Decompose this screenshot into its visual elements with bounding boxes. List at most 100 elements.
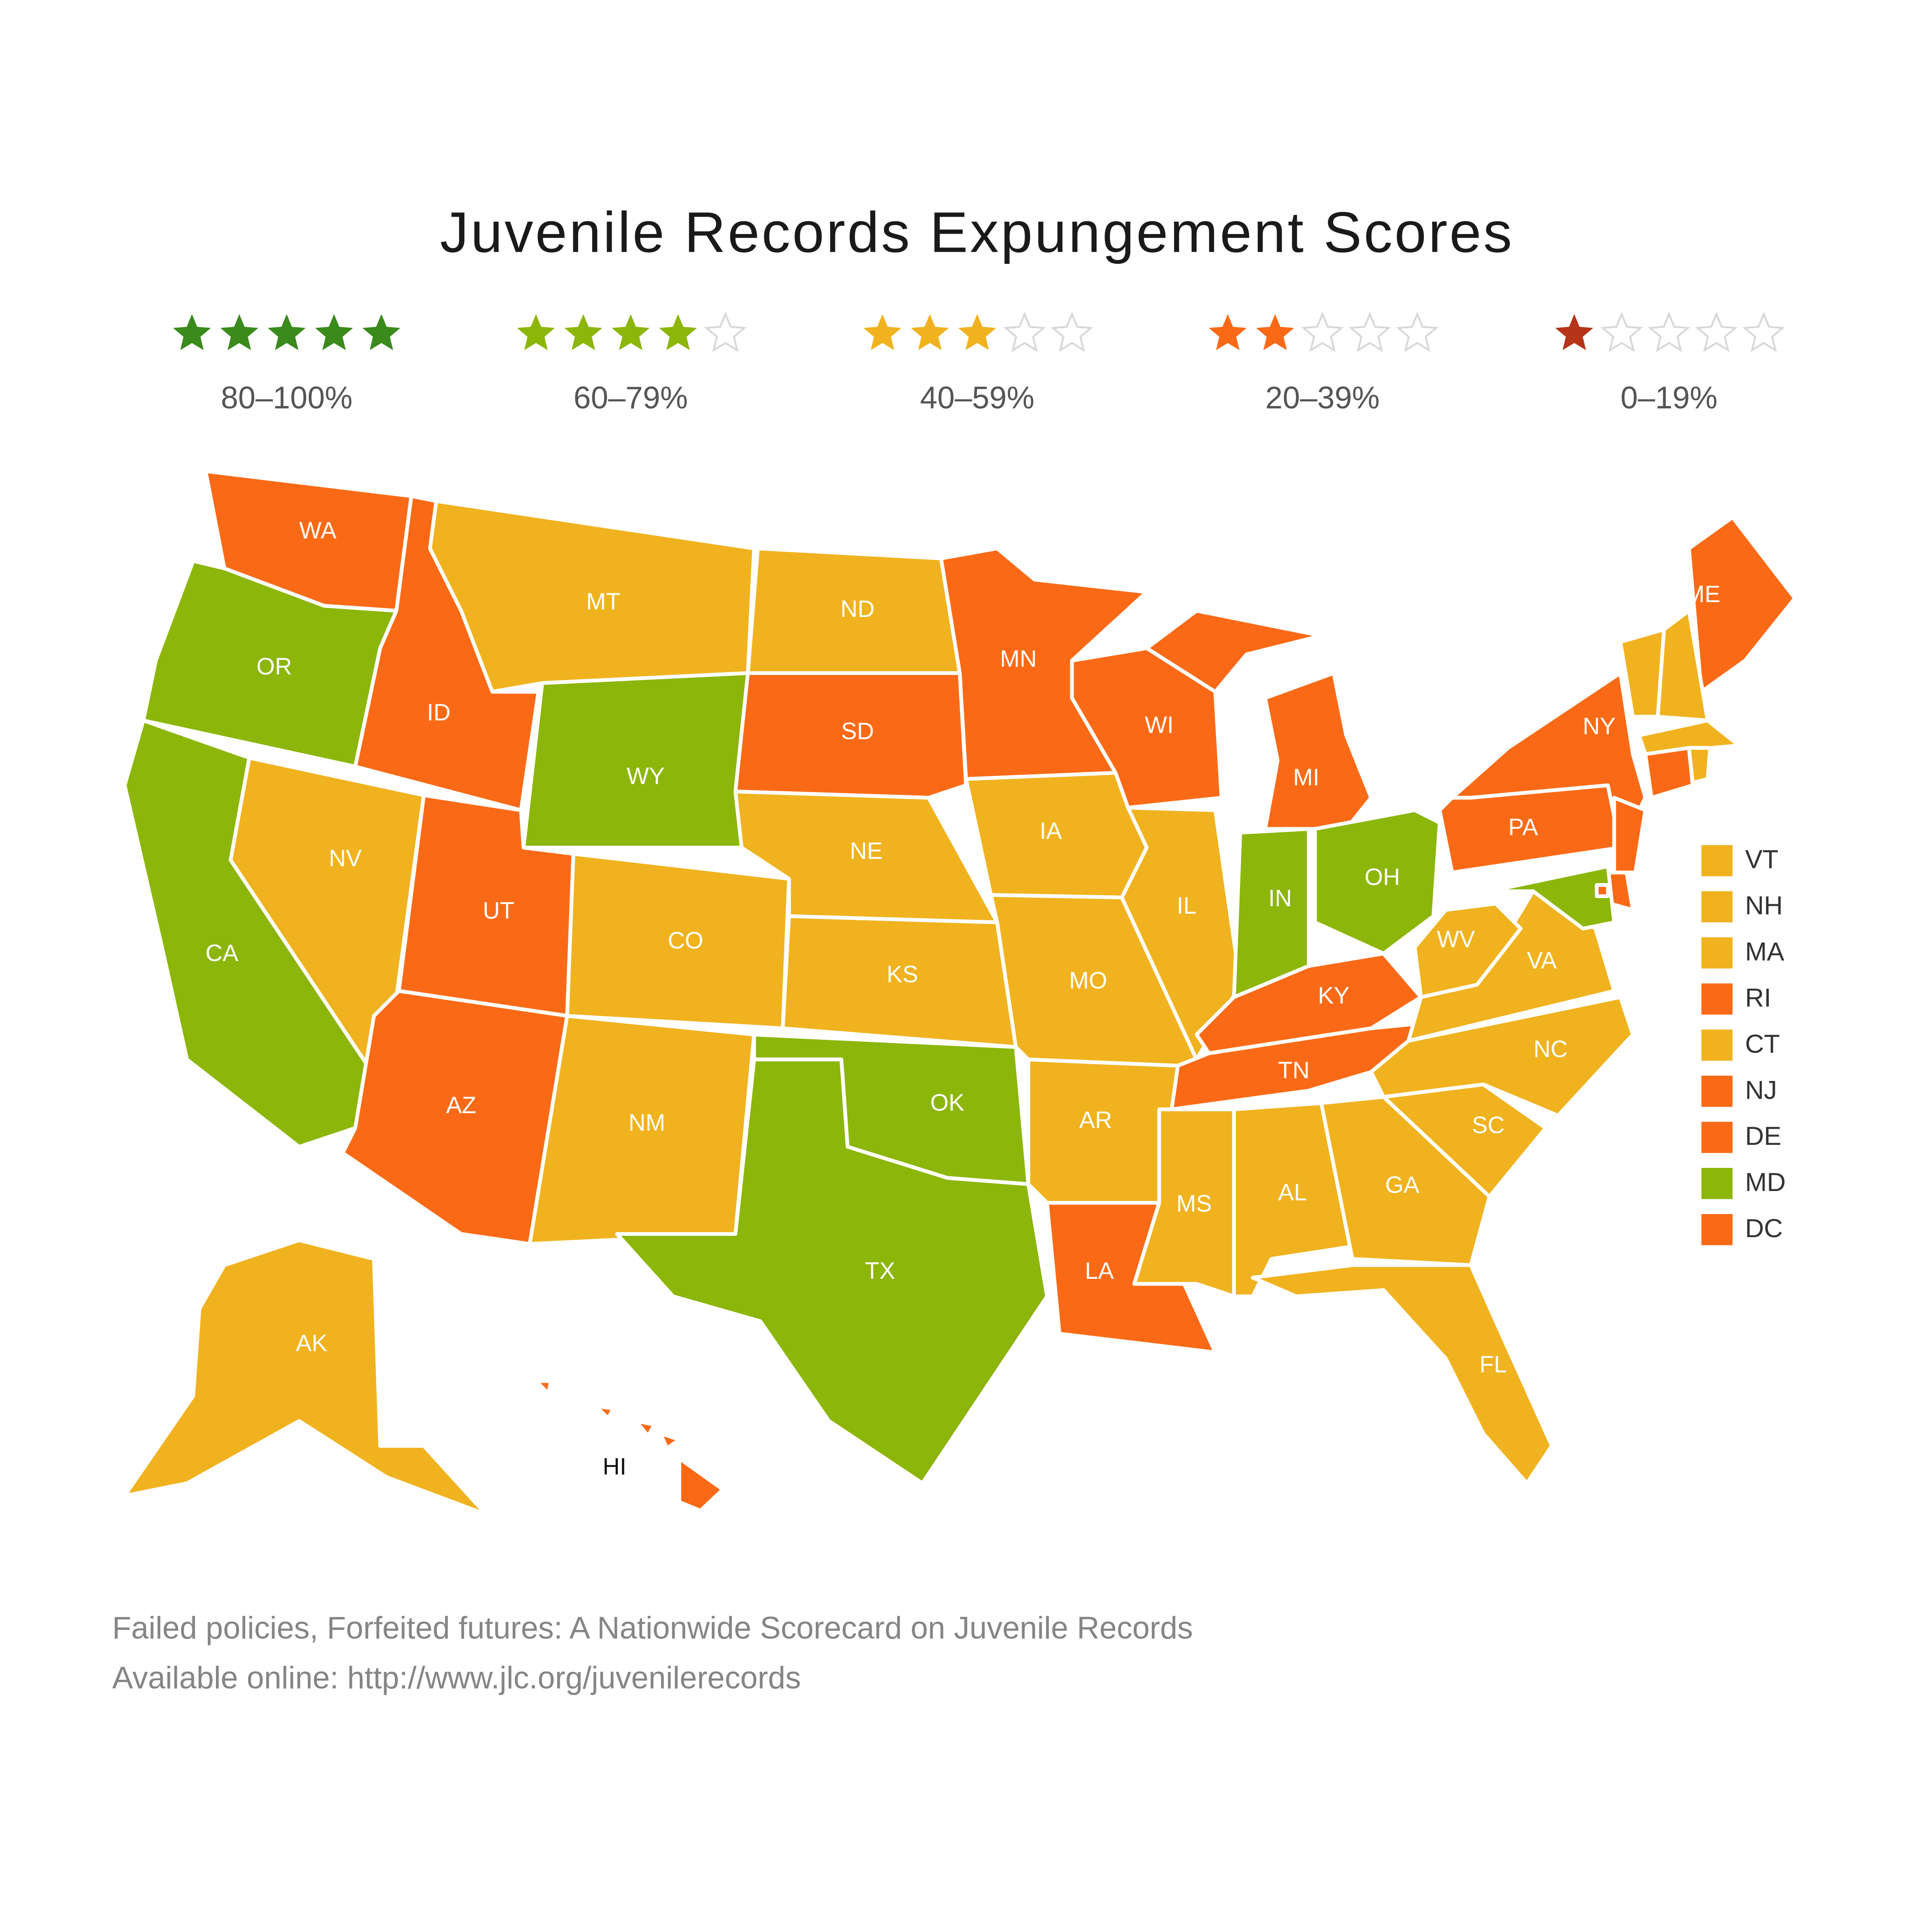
range-label: 80–100%: [221, 381, 353, 415]
state-label: NY: [1583, 713, 1616, 739]
state-label: ID: [427, 699, 450, 726]
state-shape: [1594, 883, 1610, 898]
source-line: Failed policies, Forfeited futures: A Na…: [112, 1611, 1193, 1646]
state-label: AZ: [446, 1092, 476, 1118]
state-label: MO: [1069, 967, 1107, 994]
state-label: VA: [1527, 947, 1557, 974]
state-label: SC: [1472, 1112, 1505, 1138]
star-empty: [1742, 312, 1785, 352]
state-label: MT: [586, 589, 620, 615]
title: Juvenile Records Expungement Scores: [440, 200, 1512, 264]
small-states-key: VT NH MA RI CT NJ DE MD DC: [1701, 845, 1786, 1245]
state-label: FL: [1479, 1351, 1507, 1378]
star-filled: [958, 314, 996, 350]
state-label: CO: [668, 928, 703, 954]
state-label: IL: [1177, 893, 1196, 919]
range-label: 40–59%: [920, 381, 1034, 415]
state-label: NC: [1533, 1036, 1568, 1062]
star-filled: [1555, 314, 1593, 350]
state-label: SD: [841, 718, 874, 745]
state-label: AL: [1278, 1179, 1307, 1206]
state-label: LA: [1085, 1258, 1114, 1284]
star-filled: [659, 314, 697, 350]
state-shape: [1313, 808, 1442, 956]
star-rating: [1209, 312, 1439, 352]
star-filled: [517, 314, 555, 350]
range-label: 20–39%: [1265, 381, 1379, 415]
star-filled: [220, 314, 258, 350]
star-empty: [1648, 312, 1690, 352]
state-label: WA: [299, 518, 337, 544]
key-swatch: [1701, 1214, 1733, 1245]
star-empty: [1396, 312, 1439, 352]
star-rating: [863, 312, 1093, 352]
star-rating: [517, 312, 747, 352]
state-label: NE: [850, 838, 883, 864]
star-filled: [362, 314, 401, 350]
state-label: AK: [296, 1330, 328, 1357]
state-label: HI: [603, 1454, 626, 1480]
state-label: WI: [1145, 712, 1174, 738]
range-label: 60–79%: [574, 381, 688, 415]
state-label: ME: [1685, 581, 1720, 607]
star-filled: [1209, 314, 1247, 350]
state-label: IA: [1040, 818, 1062, 844]
star-filled: [315, 314, 353, 350]
star-filled: [564, 314, 603, 350]
state-shape: [1487, 864, 1616, 931]
key-swatch: [1701, 1029, 1733, 1061]
state-label: AR: [1079, 1107, 1112, 1133]
key-label: VT: [1745, 845, 1778, 874]
state-shape: [122, 1238, 488, 1517]
state-label: IN: [1268, 885, 1292, 912]
star-filled: [612, 314, 650, 350]
state-label: MI: [1293, 764, 1320, 790]
range-label: 0–19%: [1620, 381, 1717, 415]
state-label: TX: [865, 1258, 895, 1284]
state-label: CA: [205, 940, 238, 966]
state-shape: [1612, 796, 1647, 875]
state-labels: WA OR CA ID NV MT WY UT AZ CO NM ND SD NE KS OK TX MN IA MO…: [205, 518, 1720, 1480]
state-label: MN: [1000, 646, 1036, 672]
state-shape: [428, 499, 756, 694]
key-label: MD: [1745, 1168, 1786, 1197]
key-label: MA: [1745, 938, 1784, 966]
state-label: UT: [483, 898, 515, 924]
state-shape: [1145, 609, 1373, 831]
state-label: ND: [840, 596, 875, 622]
star-empty: [1695, 312, 1738, 352]
state-label: OK: [930, 1090, 964, 1116]
key-swatch: [1701, 1168, 1733, 1199]
state-shape: [1643, 746, 1695, 800]
state-shape: [1637, 718, 1741, 756]
star-filled: [1256, 314, 1294, 350]
key-swatch: [1701, 891, 1733, 923]
star-empty: [1050, 312, 1093, 352]
key-label: NH: [1745, 891, 1783, 920]
state-shape: [615, 1057, 1049, 1485]
star-filled: [863, 314, 902, 350]
star-filled: [911, 314, 949, 350]
key-swatch: [1701, 937, 1733, 969]
state-label: WV: [1437, 926, 1475, 953]
key-label: RI: [1745, 983, 1771, 1012]
state-label: WY: [626, 763, 665, 789]
key-label: DE: [1745, 1122, 1781, 1151]
star-filled: [173, 314, 211, 350]
key-label: CT: [1745, 1029, 1780, 1058]
state-label: GA: [1385, 1172, 1420, 1198]
star-empty: [1600, 312, 1643, 352]
states: [122, 469, 1797, 1517]
rating-legend: 80–100% 60–79% 40–59% 20–39% 0–19%: [173, 312, 1785, 415]
star-empty: [1301, 312, 1344, 352]
state-shape: [534, 1379, 725, 1513]
state-shape: [1251, 1263, 1554, 1485]
state-label: OH: [1365, 864, 1400, 890]
star-empty: [1348, 312, 1391, 352]
state-shape: [1687, 746, 1712, 785]
key-swatch: [1701, 1122, 1733, 1153]
state-shape: [1319, 1095, 1491, 1267]
url-line: Available online: http://www.jlc.org/juv…: [112, 1661, 801, 1695]
